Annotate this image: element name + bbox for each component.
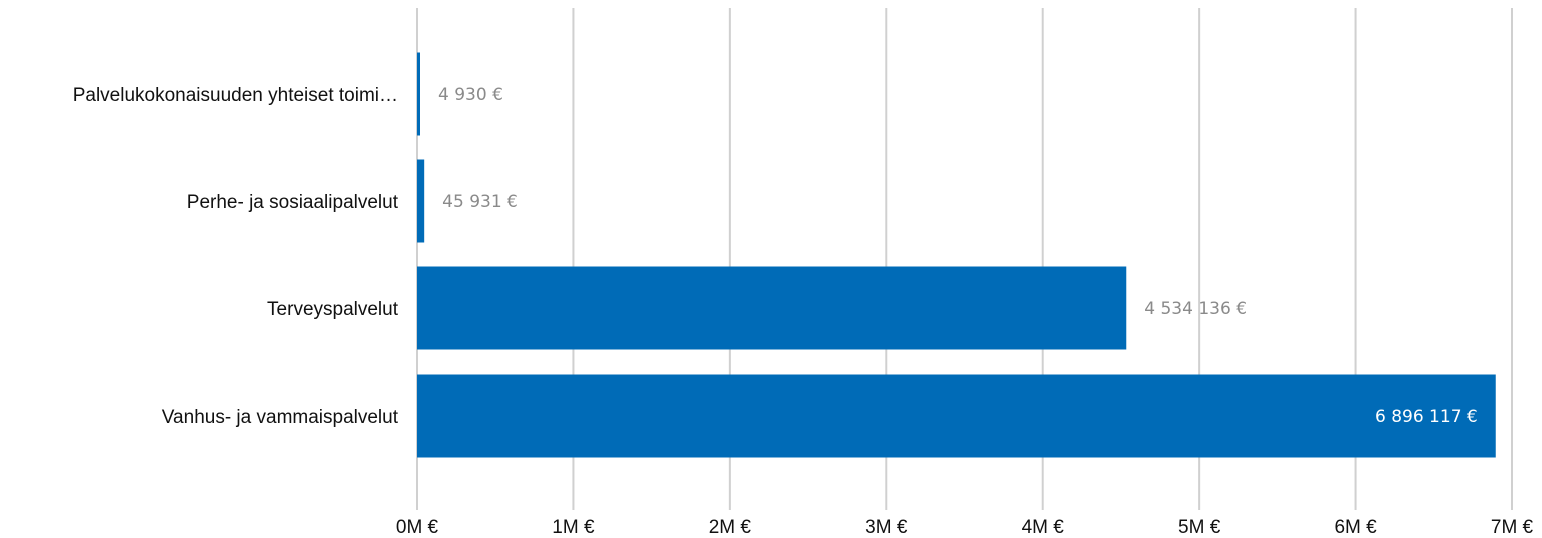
- bar: [417, 159, 425, 243]
- grid-lines: [416, 8, 1513, 510]
- category-label: Terveyspalvelut: [267, 299, 399, 320]
- x-axis-tick-labels: 0M € 1M € 2M € 3M € 4M € 5M € 6M € 7M €: [396, 517, 1534, 538]
- data-label: 4 534 136 €: [1144, 299, 1247, 319]
- data-label: 45 931 €: [442, 192, 518, 212]
- value-labels: 4 930 € 45 931 € 4 534 136 € 6 896 117 €: [438, 85, 1478, 427]
- x-tick-label: 1M €: [552, 517, 595, 538]
- data-label: 4 930 €: [438, 85, 503, 105]
- bar: [417, 52, 420, 136]
- data-label: 6 896 117 €: [1375, 407, 1478, 427]
- x-tick-label: 7M €: [1491, 517, 1534, 538]
- category-label: Vanhus- ja vammaispalvelut: [162, 407, 399, 428]
- category-labels: Palvelukokonaisuuden yhteiset toimi… Perh…: [73, 85, 399, 428]
- bar: [417, 374, 1496, 458]
- bars: [417, 52, 1496, 458]
- bar: [417, 266, 1127, 350]
- category-label: Perhe- ja sosiaalipalvelut: [187, 192, 399, 213]
- x-tick-label: 6M €: [1334, 517, 1377, 538]
- x-tick-label: 2M €: [709, 517, 752, 538]
- category-label: Palvelukokonaisuuden yhteiset toimi…: [73, 85, 398, 106]
- x-tick-label: 3M €: [865, 517, 908, 538]
- x-tick-label: 0M €: [396, 517, 439, 538]
- x-tick-label: 5M €: [1178, 517, 1221, 538]
- x-tick-label: 4M €: [1022, 517, 1065, 538]
